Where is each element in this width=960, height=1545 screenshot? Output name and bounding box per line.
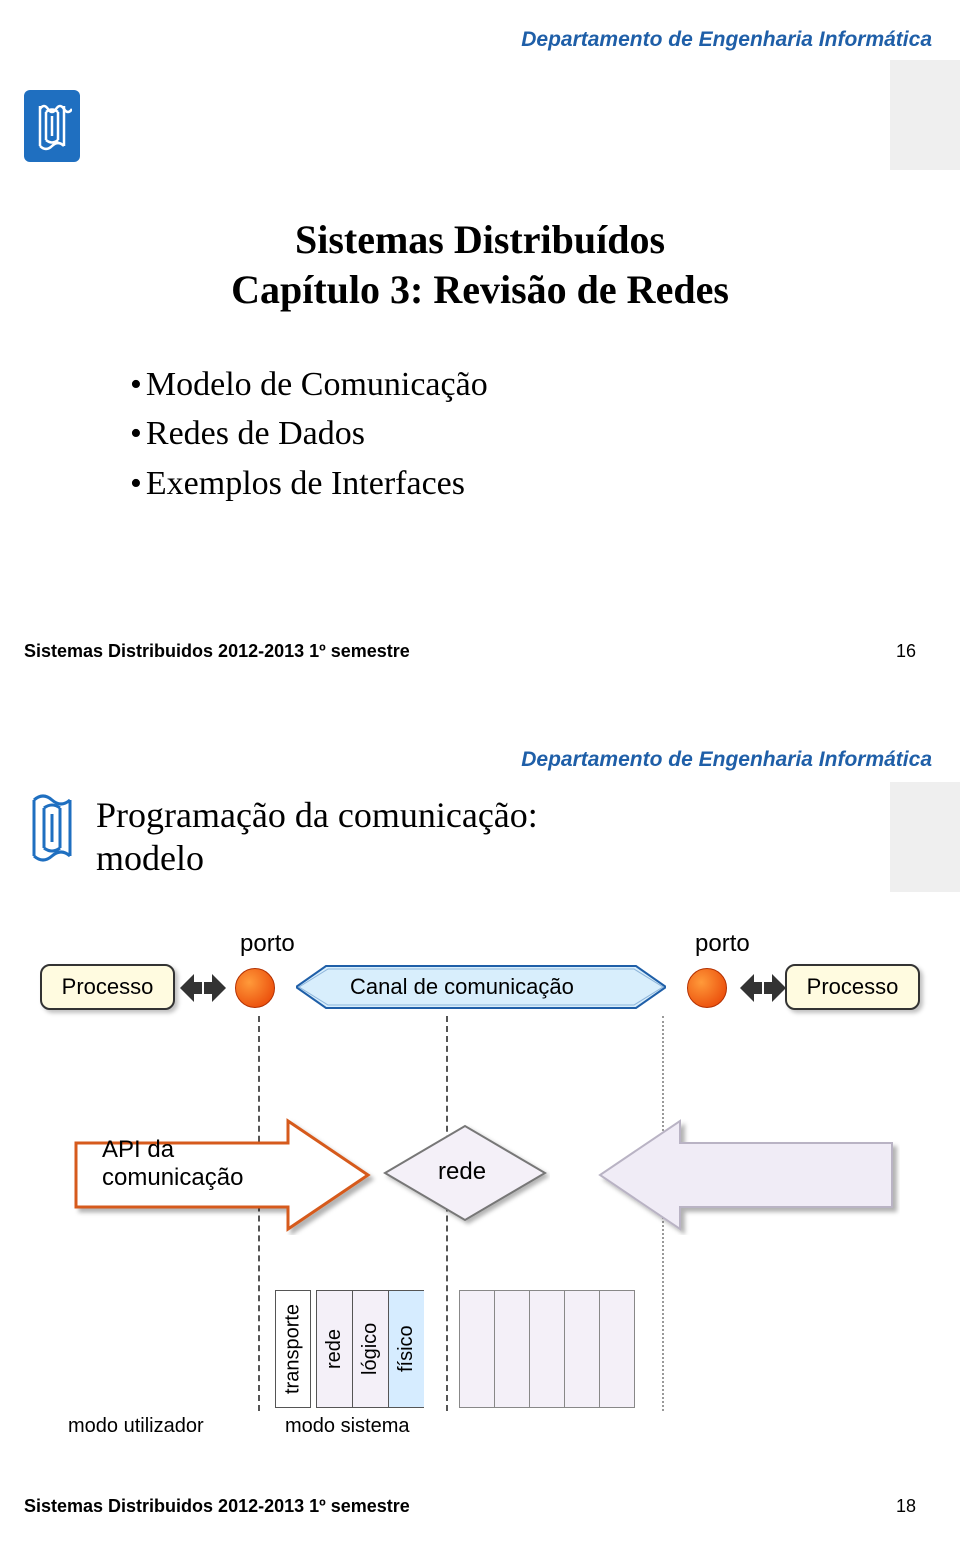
slide-title: Sistemas Distribuídos Capítulo 3: Revisã…	[0, 215, 960, 315]
layer-transporte: transporte	[275, 1290, 311, 1408]
slide-2: Departamento de Engenharia Informática P…	[0, 720, 960, 1545]
header-grey-block	[890, 782, 960, 892]
bullet-list: Modelo de Comunicação Redes de Dados Exe…	[130, 360, 488, 508]
ist-logo	[24, 90, 80, 162]
communication-model-diagram: porto porto Processo Processo Canal de c…	[40, 920, 920, 1440]
layer-fisico: físico	[388, 1290, 424, 1408]
department-header: Departamento de Engenharia Informática	[521, 28, 932, 52]
bullet-item: Exemplos de Interfaces	[130, 459, 488, 508]
title-line-1: Sistemas Distribuídos	[0, 215, 960, 265]
api-label-line1: API da	[102, 1136, 174, 1163]
layer-logico: lógico	[352, 1290, 388, 1408]
layer-cell	[529, 1290, 565, 1408]
processo-box-right: Processo	[785, 964, 920, 1010]
api-label-line2: comunicação	[102, 1164, 243, 1191]
ist-logo	[24, 792, 80, 864]
title-line-1: Programação da comunicação:	[96, 795, 538, 835]
layer-cell	[564, 1290, 600, 1408]
title-line-2: Capítulo 3: Revisão de Redes	[0, 265, 960, 315]
right-arrow-shape	[580, 1115, 900, 1235]
modo-sistema-label: modo sistema	[285, 1415, 410, 1438]
channel-label: Canal de comunicação	[350, 974, 574, 1000]
modo-utilizador-label: modo utilizador	[68, 1415, 204, 1438]
rede-label: rede	[438, 1158, 486, 1186]
layer-cell	[599, 1290, 635, 1408]
footer-text: Sistemas Distribuidos 2012-2013 1º semes…	[24, 1496, 410, 1517]
double-arrow-icon	[740, 968, 786, 1008]
bullet-item: Modelo de Comunicação	[130, 360, 488, 409]
title-line-2: modelo	[96, 838, 204, 878]
page-number: 16	[896, 641, 916, 662]
bullet-item: Redes de Dados	[130, 409, 488, 458]
page-number: 18	[896, 1496, 916, 1517]
processo-box-left: Processo	[40, 964, 175, 1010]
layer-cell	[459, 1290, 495, 1408]
porto-label-right: porto	[695, 930, 750, 958]
slide-1: Departamento de Engenharia Informática S…	[0, 0, 960, 720]
api-label: API da comunicação	[102, 1136, 243, 1191]
port-circle-right	[687, 968, 727, 1008]
header-grey-block	[890, 60, 960, 170]
layer-rede: rede	[316, 1290, 352, 1408]
department-header: Departamento de Engenharia Informática	[521, 748, 932, 772]
right-layer-stack	[460, 1290, 635, 1408]
port-circle-left	[235, 968, 275, 1008]
footer-text: Sistemas Distribuidos 2012-2013 1º semes…	[24, 641, 410, 662]
layer-cell	[494, 1290, 530, 1408]
slide-title: Programação da comunicação: modelo	[96, 794, 538, 880]
porto-label-left: porto	[240, 930, 295, 958]
double-arrow-icon	[180, 968, 226, 1008]
